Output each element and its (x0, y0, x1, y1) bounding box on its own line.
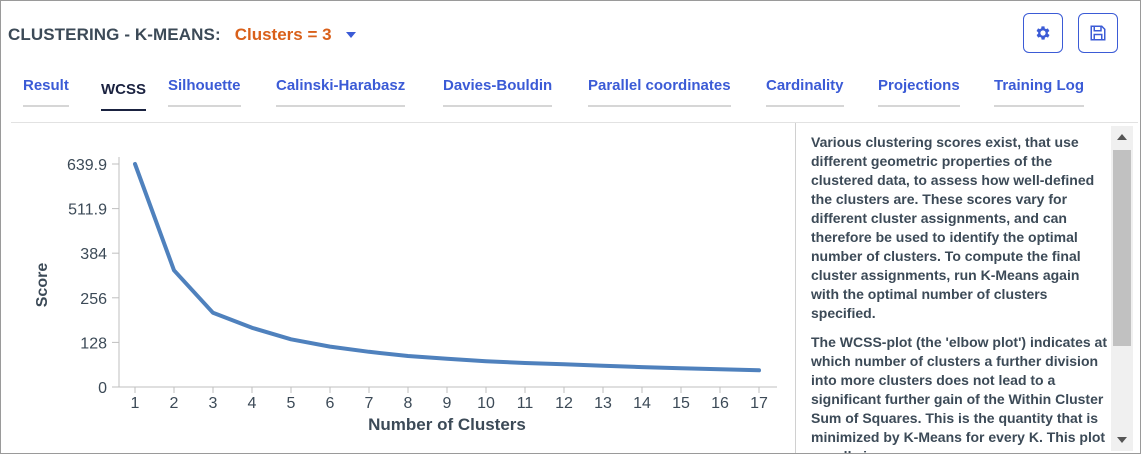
x-tick-label: 15 (672, 395, 690, 412)
x-tick-label: 11 (517, 395, 534, 412)
settings-button[interactable] (1023, 13, 1063, 53)
page-title: CLUSTERING - K-MEANS: (8, 25, 221, 44)
tab-result[interactable]: Result (23, 77, 69, 107)
description-paragraph-2: The WCSS-plot (the 'elbow plot') indicat… (811, 334, 1107, 453)
tab-silhouette[interactable]: Silhouette (168, 77, 241, 107)
tab-davies-bouldin[interactable]: Davies-Bouldin (443, 77, 553, 107)
chart-axes (118, 157, 777, 388)
clusters-dropdown[interactable]: Clusters = 3 (235, 25, 356, 45)
x-axis-label: Number of Clusters (368, 415, 526, 434)
x-tick-label: 7 (365, 395, 374, 412)
header: CLUSTERING - K-MEANS: Clusters = 3 (8, 23, 356, 47)
x-tick-label: 6 (326, 395, 335, 412)
tab-content: 0 128 256 384 511.9 639.9 1 2 3 4 5 6 7 8 9 10 11 12 13 14… (11, 122, 1138, 453)
tab-calinski-harabasz[interactable]: Calinski-Harabasz (276, 77, 406, 107)
x-tick-label: 17 (750, 395, 768, 412)
y-axis-label: Score (34, 263, 51, 308)
scroll-thumb[interactable] (1113, 150, 1131, 346)
y-tick-label: 384 (80, 246, 107, 263)
x-tick-label: 10 (477, 395, 495, 412)
tab-bar: Result WCSS Silhouette Calinski-Harabasz… (1, 67, 1111, 119)
x-tick-label: 4 (248, 395, 257, 412)
y-tick-label: 0 (98, 380, 107, 397)
description-scrollbar[interactable] (1111, 126, 1133, 451)
x-tick-label: 9 (443, 395, 452, 412)
x-tick-label: 2 (170, 395, 179, 412)
floppy-disk-icon (1090, 25, 1106, 41)
x-tick-label: 3 (209, 395, 218, 412)
scroll-down-icon[interactable] (1117, 437, 1127, 443)
caret-down-icon (345, 32, 356, 38)
y-tick-label: 128 (80, 335, 107, 352)
y-tick-label: 639.9 (67, 157, 107, 174)
x-tick-label: 12 (555, 395, 573, 412)
x-tick-label: 5 (287, 395, 296, 412)
x-tick-label: 14 (633, 395, 651, 412)
x-tick-label: 16 (711, 395, 729, 412)
description-paragraph-1: Various clustering scores exist, that us… (811, 134, 1095, 321)
description-panel: Various clustering scores exist, that us… (811, 133, 1107, 453)
y-tick-label: 256 (80, 291, 107, 308)
save-button[interactable] (1078, 13, 1118, 53)
x-tick-label: 13 (594, 395, 612, 412)
tab-wcss[interactable]: WCSS (101, 81, 146, 111)
x-ticks: 1 2 3 4 5 6 7 8 9 10 11 12 13 14 15 16 17 (131, 387, 768, 412)
y-ticks: 0 128 256 384 511.9 639.9 (67, 157, 119, 397)
clusters-dropdown-label: Clusters = 3 (234, 25, 332, 44)
tab-cardinality[interactable]: Cardinality (766, 77, 844, 107)
x-tick-label: 8 (404, 395, 413, 412)
series-line (133, 162, 761, 373)
x-tick-label: 1 (131, 395, 140, 412)
tab-parallel-coordinates[interactable]: Parallel coordinates (588, 77, 731, 107)
gear-icon (1036, 26, 1050, 40)
scroll-up-icon[interactable] (1117, 134, 1127, 140)
y-tick-label: 511.9 (68, 202, 107, 219)
tab-training-log[interactable]: Training Log (994, 77, 1084, 107)
chart-panel: 0 128 256 384 511.9 639.9 1 2 3 4 5 6 7 8 9 10 11 12 13 14… (11, 123, 796, 453)
tab-projections[interactable]: Projections (878, 77, 960, 107)
